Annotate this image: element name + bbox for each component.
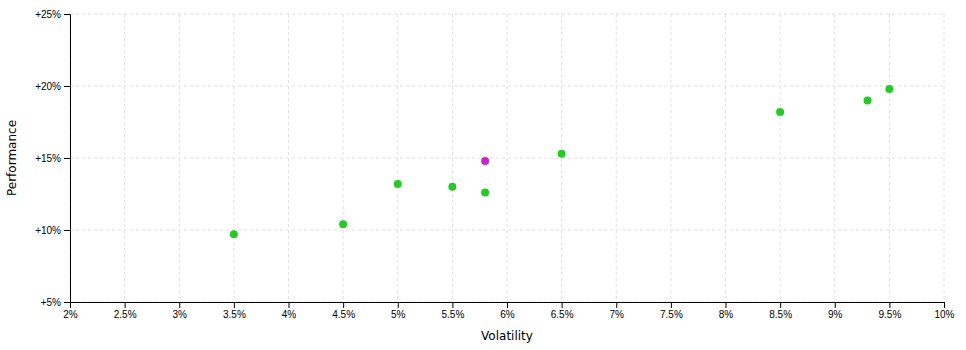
tick-mark [835, 302, 836, 308]
tick-mark [398, 302, 399, 308]
tick: 5% [391, 302, 406, 320]
point [885, 85, 893, 93]
grid-line [70, 158, 944, 159]
tick-label: 2.5% [114, 309, 137, 320]
tick: +5% [41, 297, 70, 308]
tick-mark [343, 302, 344, 308]
tick: 8% [719, 302, 734, 320]
tick-mark [179, 302, 180, 308]
x-axis-title: Volatility [481, 329, 533, 343]
axis-line [64, 15, 71, 303]
tick-mark [64, 230, 70, 231]
grid [70, 14, 944, 302]
tick: 3% [173, 302, 188, 320]
tick: 7.5% [660, 302, 683, 320]
tick-label: 3.5% [223, 309, 246, 320]
point [558, 150, 566, 158]
tick-label: +20% [35, 81, 61, 92]
grid-line [70, 14, 944, 15]
point [230, 230, 238, 238]
tick-label: 9.5% [878, 309, 901, 320]
tick-label: 8% [719, 309, 734, 320]
series [481, 157, 489, 165]
tick-mark [726, 302, 727, 308]
tick-mark [889, 302, 890, 308]
tick: 4% [282, 302, 297, 320]
tick-mark [562, 302, 563, 308]
tick: 10% [934, 302, 954, 320]
tick-mark [64, 86, 70, 87]
x-axis: 2% 2.5% 3% 3.5% 4% 4.5% 5% 5.5% 6% 6.5% 7% 7.5% 8% 8.… [63, 302, 954, 320]
tick: 8.5% [769, 302, 792, 320]
point [481, 157, 489, 165]
tick-mark [780, 302, 781, 308]
tick: +15% [35, 153, 70, 164]
tick-label: +25% [35, 9, 61, 20]
point [481, 189, 489, 197]
tick-label: +5% [41, 297, 61, 308]
grid-line [70, 230, 944, 231]
tick: 9% [828, 302, 843, 320]
tick: 3.5% [223, 302, 246, 320]
tick-label: 4.5% [332, 309, 355, 320]
point [448, 183, 456, 191]
tick-label: 10% [934, 309, 954, 320]
tick: 4.5% [332, 302, 355, 320]
tick: +20% [35, 81, 70, 92]
chart: 2% 2.5% 3% 3.5% 4% 4.5% 5% 5.5% 6% 6.5% 7% 7.5% 8% 8.… [0, 0, 966, 350]
tick-label: 2% [63, 309, 78, 320]
point [864, 96, 872, 104]
tick-label: 7.5% [660, 309, 683, 320]
tick-label: 6% [500, 309, 515, 320]
tick-label: 5.5% [441, 309, 464, 320]
tick-label: 3% [173, 309, 188, 320]
y-axis-title: Performance [5, 120, 19, 196]
tick-mark [234, 302, 235, 308]
tick-label: 7% [610, 309, 625, 320]
grid-line [507, 14, 508, 302]
grid-line [452, 14, 453, 302]
tick-mark [289, 302, 290, 308]
tick: +10% [35, 225, 70, 236]
tick: +25% [35, 9, 70, 20]
axis-line [71, 303, 945, 309]
points [230, 85, 894, 238]
grid-line [397, 14, 398, 302]
point [339, 220, 347, 228]
tick-mark [944, 302, 945, 308]
tick-label: 5% [391, 309, 406, 320]
tick: 2% [63, 302, 78, 320]
tick: 5.5% [441, 302, 464, 320]
tick-label: 6.5% [551, 309, 574, 320]
tick-mark [452, 302, 453, 308]
tick-label: +10% [35, 225, 61, 236]
tick: 7% [610, 302, 625, 320]
y-axis: +5% +10% +15% +20% +25% [35, 9, 70, 308]
point [394, 180, 402, 188]
plot: 2% 2.5% 3% 3.5% 4% 4.5% 5% 5.5% 6% 6.5% 7% 7.5% 8% 8.… [35, 9, 954, 320]
series [230, 85, 894, 238]
grid-line [561, 14, 562, 302]
tick-label: +15% [35, 153, 61, 164]
tick-mark [671, 302, 672, 308]
tick-mark [64, 14, 70, 15]
tick: 2.5% [114, 302, 137, 320]
tick: 6.5% [551, 302, 574, 320]
tick-mark [64, 302, 70, 303]
tick-mark [125, 302, 126, 308]
grid-line [70, 86, 944, 87]
tick-mark [616, 302, 617, 308]
tick: 9.5% [878, 302, 901, 320]
point [776, 108, 784, 116]
tick-label: 9% [828, 309, 843, 320]
tick-mark [507, 302, 508, 308]
tick-label: 4% [282, 309, 297, 320]
tick-label: 8.5% [769, 309, 792, 320]
grid-line [889, 14, 890, 302]
tick-mark [64, 158, 70, 159]
tick: 6% [500, 302, 515, 320]
